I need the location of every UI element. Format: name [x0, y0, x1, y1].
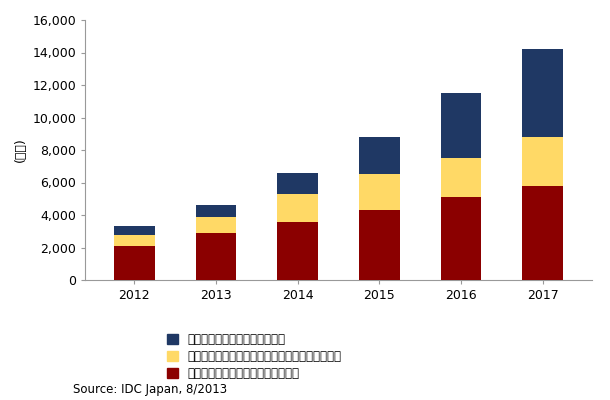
Bar — [440, 158, 481, 197]
Bar — [196, 233, 237, 280]
Bar — [278, 194, 318, 222]
Bar — [359, 174, 400, 210]
Bar — [359, 210, 400, 280]
Bar — [114, 226, 155, 234]
Bar — [522, 186, 563, 280]
Bar — [114, 234, 155, 246]
Y-axis label: (億円): (億円) — [14, 138, 27, 162]
Bar — [440, 93, 481, 158]
Bar — [114, 246, 155, 280]
Text: Source: IDC Japan, 8/2013: Source: IDC Japan, 8/2013 — [73, 383, 228, 396]
Bar — [440, 197, 481, 280]
Legend: コミュニティクラウドサービス, デディケイテッドプライベートクラウドサービス, オンプレミスプライベートクラウド: コミュニティクラウドサービス, デディケイテッドプライベートクラウドサービス, … — [167, 333, 342, 380]
Bar — [278, 173, 318, 194]
Bar — [522, 49, 563, 137]
Bar — [359, 137, 400, 174]
Bar — [196, 205, 237, 218]
Bar — [278, 222, 318, 280]
Bar — [522, 137, 563, 186]
Bar — [196, 218, 237, 233]
